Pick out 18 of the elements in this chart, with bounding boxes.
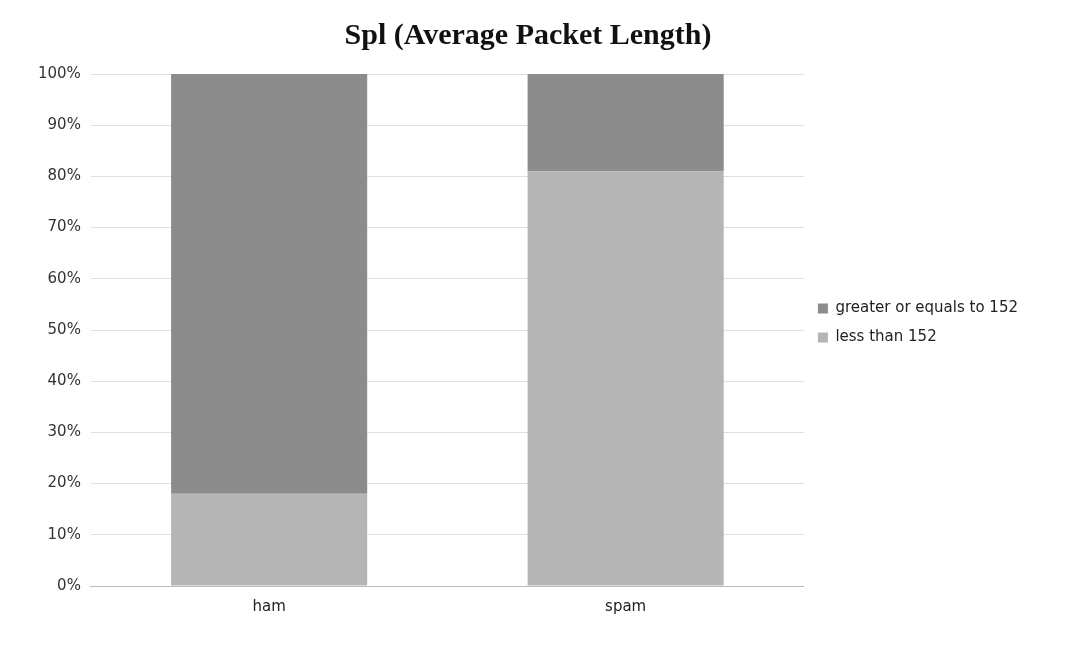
y-tick-label: 60% — [47, 268, 81, 287]
legend-label: less than 152 — [835, 327, 937, 346]
y-tick-label: 0% — [57, 575, 81, 594]
y-tick-label: 100% — [37, 63, 81, 82]
x-tick-label: ham — [252, 596, 286, 615]
x-tick-label: spam — [605, 596, 647, 615]
legend-label: greater or equals to 152 — [835, 298, 1018, 317]
y-tick-label: 10% — [47, 524, 81, 543]
y-tick-label: 70% — [47, 217, 81, 236]
bar — [171, 74, 368, 494]
chart-title: Spl (Average Packet Length) — [344, 16, 712, 51]
y-tick-label: 90% — [47, 115, 81, 134]
y-tick-label: 50% — [47, 319, 81, 338]
y-tick-label: 30% — [47, 422, 81, 441]
y-tick-label: 80% — [47, 166, 81, 185]
y-tick-label: 20% — [47, 473, 81, 492]
y-tick-label: 40% — [47, 371, 81, 390]
bar — [527, 74, 724, 172]
